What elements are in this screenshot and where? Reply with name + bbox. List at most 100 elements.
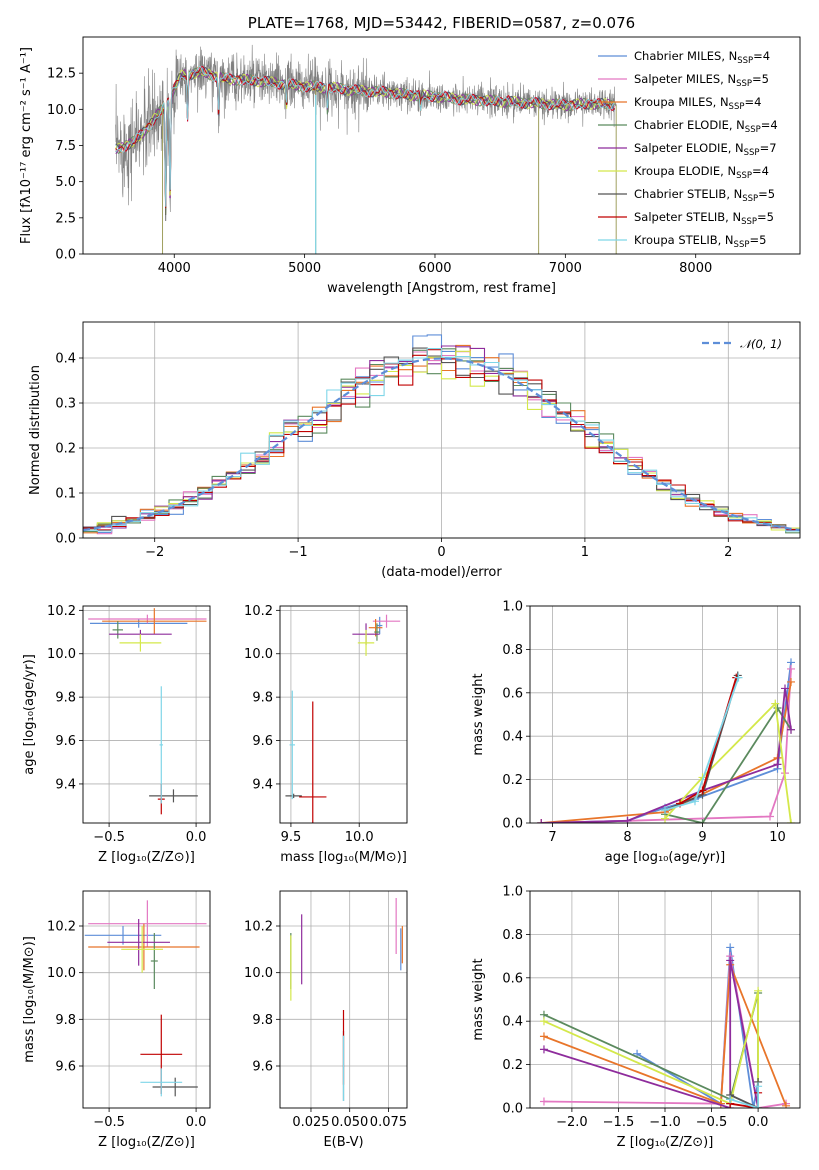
legend-subscript: SSP (736, 171, 752, 181)
x-axis-label: E(B-V) (323, 1135, 363, 1150)
legend-subscript: SSP (744, 148, 760, 158)
legend-label: Kroupa STELIB, N (634, 233, 734, 247)
x-tick-label: −1.0 (649, 1115, 681, 1130)
legend-label: Chabrier MILES, N (634, 49, 737, 63)
model-spectrum-salpeter_elodie (115, 69, 615, 210)
legend-label: Chabrier STELIB, N (634, 187, 742, 201)
y-tick-label: 0.6 (502, 971, 523, 986)
legend-entry: 𝒩(0, 1) (740, 337, 782, 351)
mass-weight-marker-salpeter_elodie (787, 725, 795, 734)
mass-weight-marker-salpeter_stelib (698, 786, 707, 795)
mass-weight-line-chabrier_elodie (664, 706, 792, 823)
y-tick-label: 9.8 (55, 691, 76, 706)
y-tick-label: 9.6 (252, 734, 273, 749)
legend-entry: Kroupa ELODIE, NSSP=4 (634, 164, 769, 181)
x-axis-label: mass [log₁₀(M/M⊙)] (280, 850, 407, 865)
x-tick-label: 5000 (288, 261, 321, 276)
mass-weight-marker-chabrier_miles (726, 943, 735, 952)
x-tick-label: 10 (769, 830, 786, 845)
x-tick-label: 7 (548, 830, 556, 845)
y-tick-label: 9.6 (252, 1060, 273, 1075)
x-axis-label: Z [log₁₀(Z/Z⊙)] (98, 1135, 195, 1150)
x-tick-label: 4000 (158, 261, 191, 276)
x-axis-label: Z [log₁₀(Z/Z⊙)] (98, 850, 195, 865)
mass-weight-marker-kroupa_stelib (754, 1082, 763, 1091)
x-tick-label: 9.5 (281, 830, 302, 845)
axes-frame (82, 605, 211, 824)
x-tick-label: 0.0 (186, 1115, 207, 1130)
plot-area (88, 608, 207, 815)
y-tick-label: 9.4 (252, 777, 273, 792)
model-spectrum-kroupa_elodie (115, 68, 616, 215)
normal-reference-curve (83, 357, 800, 532)
y-axis-label: mass weight (471, 673, 486, 755)
legend-value: =5 (757, 210, 774, 224)
x-tick-label: 8 (623, 830, 631, 845)
model-spectrum-kroupa_stelib (115, 65, 615, 207)
mass-weight-marker-salpeter_elodie (726, 956, 735, 965)
age-vs-metallicity-panel: −0.5 0.0 9.4 9.6 9.8 10.0 10.2 Z [log₁₀(Z/Z⊙)] a… (22, 604, 211, 865)
y-tick-label: 0.0 (55, 532, 76, 547)
y-axis-label: mass weight (471, 958, 486, 1040)
plot-area (290, 898, 403, 1101)
y-tick-label: 0.1 (55, 487, 76, 502)
y-tick-label: 0.8 (502, 928, 523, 943)
legend-value: =5 (758, 187, 775, 201)
x-tick-label: 9 (698, 830, 706, 845)
y-tick-label: 9.8 (252, 1013, 273, 1028)
x-tick-label: 0.0 (186, 830, 207, 845)
plot-area (539, 943, 791, 1108)
legend-subscript: SSP (745, 125, 761, 135)
mass-weight-marker-kroupa_stelib (754, 1104, 763, 1108)
mass-weight-vs-metallicity-panel: −2.0 −1.5 −1.0 −0.5 0.0 0.0 0.2 0.4 0.6 0.8 1.0 Z [… (471, 885, 801, 1150)
y-tick-label: 1.0 (502, 600, 523, 615)
x-axis-label: age [log₁₀(age/yr)] (605, 850, 726, 865)
y-tick-label: 0.0 (502, 1102, 523, 1117)
plot-area (285, 614, 401, 823)
legend-subscript: SSP (736, 79, 752, 89)
plot-area (537, 658, 795, 823)
axes-frame (82, 890, 211, 1109)
y-tick-label: 1.0 (502, 885, 523, 900)
mass-weight-marker-salpeter_miles (539, 1097, 548, 1106)
legend-subscript: SSP (729, 102, 745, 112)
y-axis-label: age [log₁₀(age/yr)] (22, 654, 37, 775)
y-tick-label: 2.5 (55, 211, 76, 226)
x-tick-label: −0.5 (696, 1115, 728, 1130)
x-tick-label: −1.5 (603, 1115, 635, 1130)
legend-label: Chabrier ELODIE, N (634, 118, 745, 132)
x-tick-label: −0.5 (93, 1115, 125, 1130)
mass-weight-marker-kroupa_elodie (661, 814, 669, 823)
legend-value: =4 (753, 49, 770, 63)
residuals-panel: −2 −1 0 1 2 0.0 0.1 0.2 0.3 0.4 (data-model)/error… (28, 321, 801, 580)
y-axis-label: Flux [fλ10⁻¹⁷ erg cm⁻² s⁻¹ A⁻¹] (19, 47, 34, 244)
legend-entry: Salpeter ELODIE, NSSP=7 (634, 141, 777, 158)
axes-frame (279, 605, 408, 824)
plot-area (83, 334, 800, 535)
y-axis-label: mass [log₁₀(M/M⊙)] (22, 936, 37, 1063)
mass-weight-line-kroupa_elodie (543, 990, 759, 1108)
x-tick-label: 0 (437, 545, 445, 560)
y-tick-label: 7.5 (55, 139, 76, 154)
y-tick-label: 10.2 (244, 604, 273, 619)
y-tick-label: 0.4 (502, 730, 523, 745)
y-tick-label: 9.4 (55, 777, 76, 792)
mass-weight-line-salpeter_elodie (541, 688, 792, 823)
legend-value: =4 (761, 118, 778, 132)
mass-vs-ebv-panel: 0.025 0.050 0.075 9.6 9.8 10.0 10.2 E(B-V) (244, 890, 408, 1150)
mass-weight-marker-salpeter_miles (766, 812, 774, 821)
mass-weight-marker-kroupa_miles (787, 677, 795, 686)
legend-label: Salpeter ELODIE, N (634, 141, 744, 155)
y-tick-label: 9.6 (55, 734, 76, 749)
legend-entry: Kroupa MILES, NSSP=4 (634, 95, 761, 112)
legend-entry: Chabrier ELODIE, NSSP=4 (634, 118, 778, 135)
mass-weight-marker-kroupa_stelib (661, 805, 669, 814)
x-tick-label: 1 (581, 545, 589, 560)
legend-value: =4 (752, 164, 769, 178)
y-tick-label: 0.4 (55, 352, 76, 367)
legend-entry: Chabrier STELIB, NSSP=5 (634, 187, 775, 204)
mass-weight-marker-kroupa_elodie (787, 819, 795, 823)
